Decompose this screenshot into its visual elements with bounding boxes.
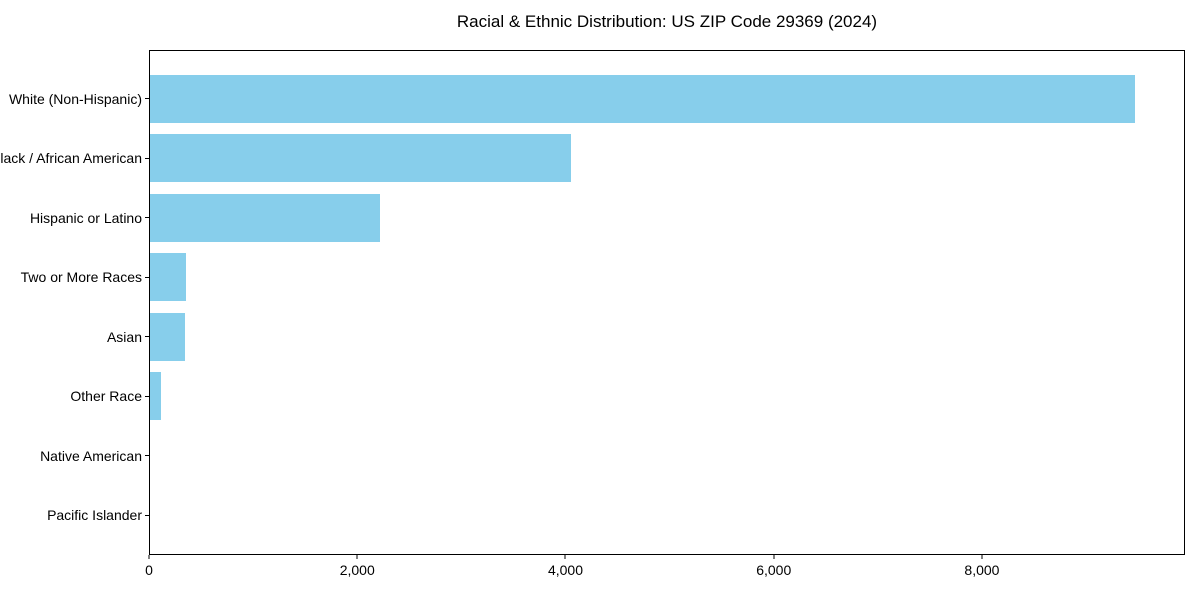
bar-row <box>150 69 1184 129</box>
bar-row <box>150 129 1184 189</box>
y-axis-row: White (Non-Hispanic) <box>0 69 149 129</box>
bar <box>150 193 380 242</box>
x-tick-label: 6,000 <box>756 562 792 578</box>
y-axis-row: Other Race <box>0 367 149 427</box>
plot-area <box>149 50 1185 555</box>
bars-layer <box>150 51 1184 554</box>
y-axis-row: Pacific Islander <box>0 486 149 546</box>
y-tick-label: Pacific Islander <box>47 507 142 524</box>
x-tick-mark <box>564 555 566 559</box>
y-axis-row: Native American <box>0 426 149 486</box>
y-tick-label: Native American <box>40 447 142 464</box>
y-tick-mark <box>145 395 149 397</box>
y-tick-mark <box>145 336 149 338</box>
y-tick-mark <box>145 98 149 100</box>
x-tick-mark <box>773 555 775 559</box>
bar-row <box>150 188 1184 248</box>
y-tick-label: Black / African American <box>0 150 142 167</box>
y-tick-label: Two or More Races <box>20 269 142 286</box>
chart-title: Racial & Ethnic Distribution: US ZIP Cod… <box>456 12 878 31</box>
y-axis-row: Hispanic or Latino <box>0 188 149 248</box>
y-tick-label: White (Non-Hispanic) <box>8 90 142 107</box>
y-axis-row: Black / African American <box>0 129 149 189</box>
bar <box>150 74 1136 123</box>
x-tick-label: 4,000 <box>547 562 583 578</box>
x-tick-mark <box>356 555 358 559</box>
y-axis-row: Two or More Races <box>0 248 149 308</box>
y-tick-mark <box>145 217 149 219</box>
y-axis-row: Asian <box>0 307 149 367</box>
y-tick-mark <box>145 455 149 457</box>
bar <box>150 312 185 361</box>
bar-row <box>150 486 1184 546</box>
x-tick-mark <box>981 555 983 559</box>
bar <box>150 372 162 421</box>
y-tick-label: Hispanic or Latino <box>29 209 142 226</box>
bar <box>150 253 186 302</box>
y-tick-label: Other Race <box>70 388 142 405</box>
x-tick-label: 8,000 <box>964 562 1000 578</box>
y-tick-label: Asian <box>106 328 142 345</box>
bar-row <box>150 426 1184 486</box>
y-tick-mark <box>145 157 149 159</box>
x-axis: 0 2,000 4,000 6,000 8,000 <box>145 555 1185 585</box>
x-tick-label: 0 <box>145 562 153 578</box>
y-tick-mark <box>145 276 149 278</box>
bar <box>150 134 571 183</box>
x-tick-label: 2,000 <box>339 562 375 578</box>
x-tick-mark <box>148 555 150 559</box>
y-axis: White (Non-Hispanic) Black / African Amer… <box>0 51 149 572</box>
bar-row <box>150 367 1184 427</box>
bar-row <box>150 307 1184 367</box>
bar-row <box>150 248 1184 308</box>
y-tick-mark <box>145 514 149 516</box>
